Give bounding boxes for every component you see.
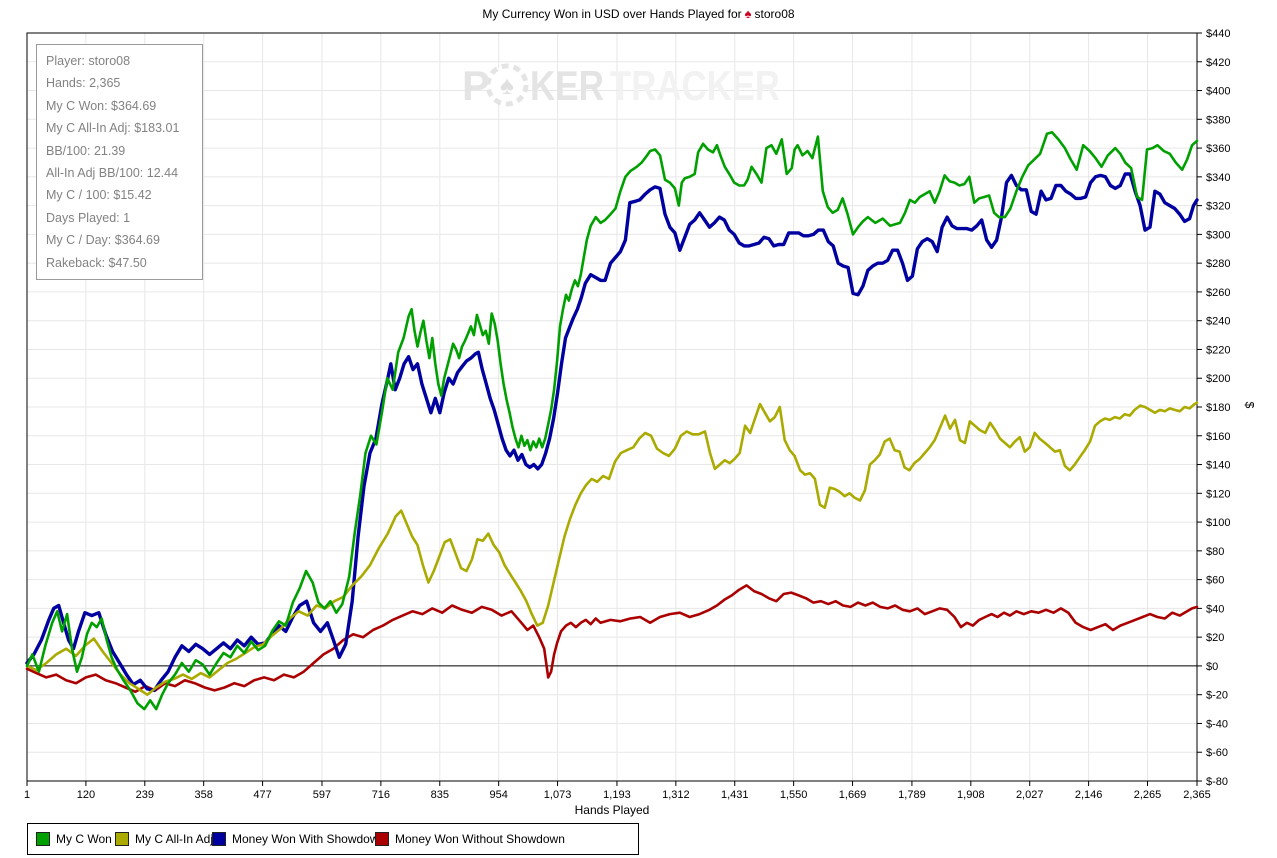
legend-label: Money Won Without Showdown xyxy=(395,832,565,846)
chip-spade-icon: ♠ xyxy=(500,70,514,100)
svg-text:477: 477 xyxy=(253,789,271,801)
svg-text:2,365: 2,365 xyxy=(1183,789,1211,801)
svg-text:835: 835 xyxy=(431,789,449,801)
legend-label: My C Won xyxy=(56,832,112,846)
pokertracker-watermark: P ♠ KER TRACKER xyxy=(462,62,780,109)
svg-text:P: P xyxy=(462,62,490,109)
svg-text:$300: $300 xyxy=(1206,229,1230,241)
legend-label: Money Won With Showdown xyxy=(232,832,386,846)
series-line-my-c-won xyxy=(25,131,1199,711)
svg-text:239: 239 xyxy=(136,789,154,801)
svg-text:$160: $160 xyxy=(1206,431,1230,443)
svg-text:$0: $0 xyxy=(1206,661,1218,673)
stat-all-in-adj-bb-100: All-In Adj BB/100: 12.44 xyxy=(46,166,179,181)
x-axis-title: Hands Played xyxy=(574,803,650,817)
svg-text:$420: $420 xyxy=(1206,57,1230,69)
svg-text:1,908: 1,908 xyxy=(957,789,985,801)
svg-text:KER: KER xyxy=(530,62,604,109)
stat-days-played: Days Played: 1 xyxy=(46,210,131,225)
svg-text:$120: $120 xyxy=(1206,488,1230,500)
svg-text:1,312: 1,312 xyxy=(662,789,690,801)
svg-text:$140: $140 xyxy=(1206,460,1230,472)
svg-text:$100: $100 xyxy=(1206,517,1230,529)
svg-text:$240: $240 xyxy=(1206,316,1230,328)
x-axis-ticks: 1 120 239 358 477 597 716 835 954 1,073 1,193 1,312… xyxy=(24,781,1211,801)
svg-text:1,550: 1,550 xyxy=(780,789,808,801)
stats-summary-box: Player: storo08 Hands: 2,365 My C Won: $… xyxy=(36,44,203,281)
svg-text:$20: $20 xyxy=(1206,632,1224,644)
svg-text:716: 716 xyxy=(372,789,390,801)
series-line-my-c-all-in-adj xyxy=(25,401,1199,697)
svg-text:$40: $40 xyxy=(1206,603,1224,615)
gridlines xyxy=(27,33,1197,781)
legend-label: My C All-In Adj xyxy=(135,832,214,846)
legend-item-money-won-with-showdown: Money Won With Showdown xyxy=(212,824,385,854)
svg-text:$400: $400 xyxy=(1206,86,1230,98)
svg-text:$280: $280 xyxy=(1206,258,1230,270)
pokerstars-spade-icon: ♠ xyxy=(744,6,752,21)
legend-item-my-c-all-in-adj: My C All-In Adj xyxy=(115,824,213,854)
svg-text:120: 120 xyxy=(77,789,95,801)
svg-text:2,146: 2,146 xyxy=(1075,789,1103,801)
legend-swatch-yellow xyxy=(115,832,129,846)
svg-text:2,027: 2,027 xyxy=(1016,789,1044,801)
svg-text:$-40: $-40 xyxy=(1206,718,1228,730)
poker-chip-icon xyxy=(485,63,529,107)
svg-text:1: 1 xyxy=(24,789,30,801)
svg-text:$-60: $-60 xyxy=(1206,747,1228,759)
series-line-money-won-without-showdown xyxy=(25,584,1199,694)
svg-text:$80: $80 xyxy=(1206,546,1224,558)
legend-item-money-won-without-showdown: Money Won Without Showdown xyxy=(375,824,565,854)
svg-text:$200: $200 xyxy=(1206,373,1230,385)
y-axis-ticks: $-80 $-60 $-40 $-20 $0 $20 $40 $60 $80 $100 $120 $1… xyxy=(1197,28,1230,788)
stat-my-c-won: My C Won: $364.69 xyxy=(46,98,157,113)
svg-text:$260: $260 xyxy=(1206,287,1230,299)
svg-text:$380: $380 xyxy=(1206,114,1230,126)
stat-my-c-100: My C / 100: $15.42 xyxy=(46,188,152,203)
page-title-player: storo08 xyxy=(754,7,795,21)
stat-rakeback: Rakeback: $47.50 xyxy=(46,255,147,270)
stat-hands: Hands: 2,365 xyxy=(46,76,121,91)
svg-text:$60: $60 xyxy=(1206,575,1224,587)
svg-text:597: 597 xyxy=(313,789,331,801)
svg-text:1,073: 1,073 xyxy=(544,789,572,801)
page-title-text: My Currency Won in USD over Hands Played… xyxy=(482,7,742,21)
series-line-money-won-with-showdown xyxy=(25,172,1199,693)
page-title: My Currency Won in USD over Hands Played… xyxy=(0,6,1277,21)
svg-text:$440: $440 xyxy=(1206,28,1230,40)
svg-text:$340: $340 xyxy=(1206,172,1230,184)
svg-text:$-80: $-80 xyxy=(1206,776,1228,788)
svg-text:1,431: 1,431 xyxy=(721,789,749,801)
svg-text:358: 358 xyxy=(195,789,213,801)
stat-my-c-day: My C / Day: $364.69 xyxy=(46,233,160,248)
svg-text:$180: $180 xyxy=(1206,402,1230,414)
legend-swatch-blue xyxy=(212,832,226,846)
legend-box: My C Won My C All-In Adj Money Won With … xyxy=(27,823,639,855)
svg-text:1,669: 1,669 xyxy=(839,789,867,801)
legend-swatch-green xyxy=(36,832,50,846)
svg-text:$220: $220 xyxy=(1206,344,1230,356)
stat-player: Player: storo08 xyxy=(46,54,131,68)
svg-text:1,193: 1,193 xyxy=(603,789,631,801)
svg-text:1,789: 1,789 xyxy=(898,789,926,801)
svg-text:954: 954 xyxy=(489,789,507,801)
legend-swatch-red xyxy=(375,832,389,846)
svg-text:$320: $320 xyxy=(1206,201,1230,213)
stat-bb-100: BB/100: 21.39 xyxy=(46,143,126,158)
svg-text:$360: $360 xyxy=(1206,143,1230,155)
stat-my-c-all-in-adj: My C All-In Adj: $183.01 xyxy=(46,121,180,136)
svg-text:2,265: 2,265 xyxy=(1134,789,1162,801)
y-axis-title: $ xyxy=(1242,401,1257,409)
svg-text:TRACKER: TRACKER xyxy=(610,62,780,109)
svg-text:$-20: $-20 xyxy=(1206,690,1228,702)
legend-item-my-c-won: My C Won xyxy=(36,824,112,854)
